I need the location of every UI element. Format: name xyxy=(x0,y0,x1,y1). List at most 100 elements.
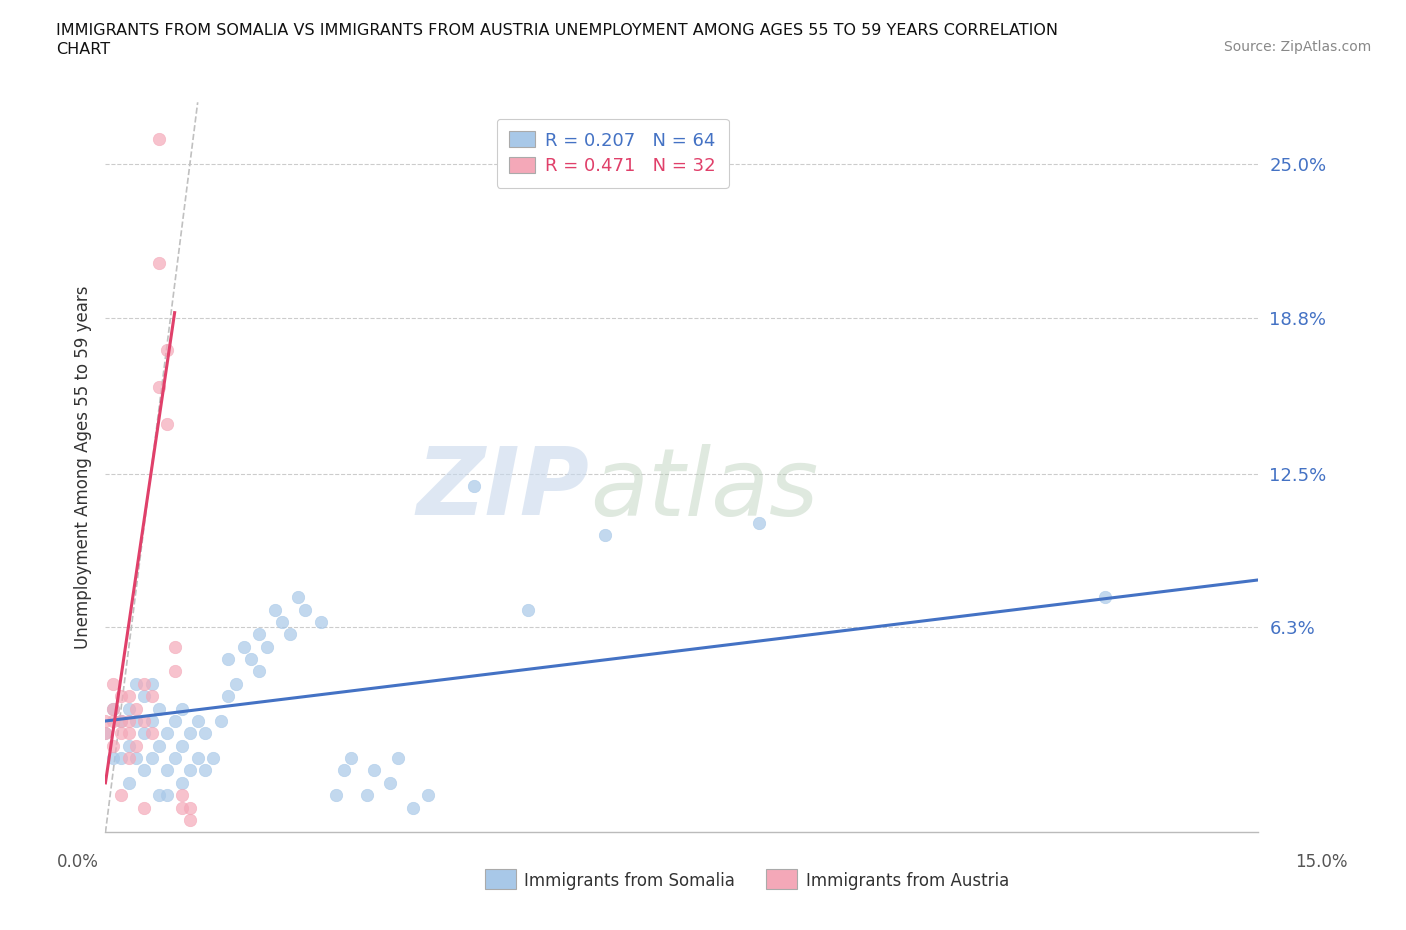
Point xyxy=(363,763,385,777)
Point xyxy=(101,676,124,691)
Point xyxy=(132,713,155,728)
Point xyxy=(148,701,170,716)
Point xyxy=(240,652,263,667)
Point xyxy=(148,738,170,753)
Point xyxy=(110,713,132,728)
Point xyxy=(141,726,163,741)
Y-axis label: Unemployment Among Ages 55 to 59 years: Unemployment Among Ages 55 to 59 years xyxy=(73,286,91,649)
Point xyxy=(125,713,148,728)
Point xyxy=(156,342,179,357)
Point xyxy=(179,763,201,777)
Point xyxy=(1094,590,1116,604)
Point xyxy=(94,726,117,741)
Point xyxy=(156,417,179,432)
Point xyxy=(179,726,201,741)
Point xyxy=(340,751,363,765)
Text: Source: ZipAtlas.com: Source: ZipAtlas.com xyxy=(1223,40,1371,54)
Point xyxy=(101,738,124,753)
Point xyxy=(148,379,170,394)
Text: Immigrants from Somalia: Immigrants from Somalia xyxy=(524,871,735,890)
Text: Immigrants from Austria: Immigrants from Austria xyxy=(806,871,1010,890)
Point xyxy=(172,800,194,815)
Point xyxy=(117,726,139,741)
Point xyxy=(187,713,209,728)
Point xyxy=(263,603,285,618)
Text: 0.0%: 0.0% xyxy=(56,853,98,870)
Point xyxy=(132,689,155,704)
Point xyxy=(156,726,179,741)
Point xyxy=(101,751,124,765)
Text: ZIP: ZIP xyxy=(416,444,589,536)
Point xyxy=(156,788,179,803)
Point xyxy=(309,615,332,630)
Point xyxy=(332,763,354,777)
Point xyxy=(110,689,132,704)
Point xyxy=(194,763,217,777)
Point xyxy=(141,751,163,765)
Point xyxy=(148,788,170,803)
Point xyxy=(163,639,186,654)
Point xyxy=(110,751,132,765)
Point xyxy=(94,726,117,741)
Point xyxy=(101,713,124,728)
Point xyxy=(748,515,770,530)
Point xyxy=(179,800,201,815)
Point xyxy=(172,788,194,803)
Point xyxy=(287,590,309,604)
Point xyxy=(125,701,148,716)
Point xyxy=(117,738,139,753)
Point xyxy=(387,751,409,765)
Point xyxy=(163,713,186,728)
Point xyxy=(141,713,163,728)
Point xyxy=(247,664,270,679)
Point xyxy=(325,788,347,803)
Legend: R = 0.207   N = 64, R = 0.471   N = 32: R = 0.207 N = 64, R = 0.471 N = 32 xyxy=(496,119,728,188)
Point xyxy=(117,713,139,728)
Point xyxy=(294,603,316,618)
Point xyxy=(172,701,194,716)
Text: 15.0%: 15.0% xyxy=(1295,853,1348,870)
Point xyxy=(256,639,278,654)
Point xyxy=(101,701,124,716)
Point xyxy=(132,676,155,691)
Point xyxy=(125,738,148,753)
Point xyxy=(271,615,294,630)
Point xyxy=(117,689,139,704)
Point xyxy=(217,652,239,667)
Point xyxy=(156,763,179,777)
Point xyxy=(209,713,232,728)
Point xyxy=(463,478,485,493)
Point xyxy=(141,689,163,704)
Point xyxy=(132,800,155,815)
Point xyxy=(378,776,401,790)
Point xyxy=(217,689,239,704)
Point xyxy=(232,639,254,654)
Point xyxy=(110,788,132,803)
Point xyxy=(132,763,155,777)
Text: atlas: atlas xyxy=(589,444,818,535)
Point xyxy=(132,726,155,741)
Point xyxy=(517,603,540,618)
Point xyxy=(356,788,378,803)
Point xyxy=(202,751,225,765)
Point xyxy=(225,676,247,691)
Point xyxy=(101,701,124,716)
Point xyxy=(418,788,440,803)
Point xyxy=(194,726,217,741)
Point xyxy=(163,664,186,679)
Point xyxy=(117,701,139,716)
Point xyxy=(402,800,425,815)
Point xyxy=(110,726,132,741)
Point xyxy=(94,713,117,728)
Point xyxy=(117,776,139,790)
Point xyxy=(179,813,201,828)
Point xyxy=(148,256,170,271)
Point xyxy=(163,751,186,765)
Text: CHART: CHART xyxy=(56,42,110,57)
Point xyxy=(187,751,209,765)
Point xyxy=(117,751,139,765)
Point xyxy=(125,676,148,691)
Point xyxy=(172,738,194,753)
Point xyxy=(278,627,301,642)
Point xyxy=(247,627,270,642)
